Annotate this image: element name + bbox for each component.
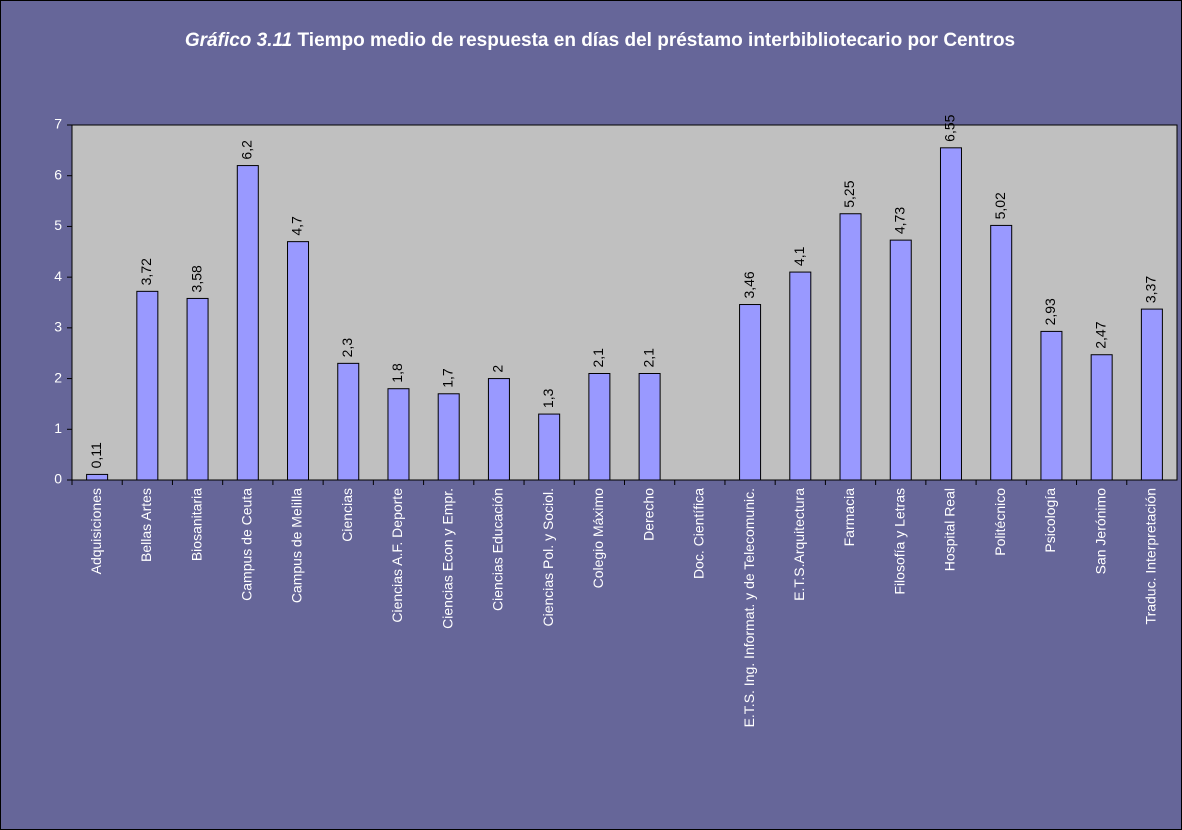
bar [889,239,912,481]
x-tick-label: Ciencias Econ y Empr. [439,488,455,629]
chart-title: Gráfico 3.11 Tiempo medio de respuesta e… [150,28,1050,54]
x-tick-label: Psicología [1042,488,1058,553]
value-label: 2,47 [1092,321,1108,348]
bar [1140,308,1163,481]
value-label: 3,37 [1143,276,1159,303]
x-tick-label: Biosanitaria [188,488,204,561]
value-label: 5,02 [992,192,1008,219]
bar [939,147,962,481]
value-label: 4,7 [289,216,305,236]
x-tick-label: Bellas Artes [138,488,154,562]
y-tick-label: 1 [54,420,62,436]
x-tick-label: Traduc. Interpretación [1143,488,1159,624]
bar [839,213,862,481]
x-tick-label: Ciencias Pol. y Sociol. [540,488,556,627]
value-label: 5,25 [841,180,857,207]
value-label: 1,8 [389,363,405,383]
bar [287,241,310,481]
x-tick-label: Ciencias A.F. Deporte [389,488,405,623]
x-tick-label: Ciencias Educación [490,488,506,611]
x-tick-label: Campus de Melilla [289,488,305,603]
value-label: 2 [490,365,506,373]
x-tick-label: Adquisiciones [88,488,104,574]
x-tick-label: E.T.S.Arquitectura [791,488,807,601]
value-label: 1,3 [540,388,556,408]
x-tick-label: Politécnico [992,488,1008,556]
y-tick-label: 7 [54,116,62,132]
value-label: 2,1 [590,348,606,368]
x-tick-label: Hospital Real [942,488,958,571]
x-tick-label: Farmacia [841,488,857,547]
bar [588,373,611,481]
value-label: 2,93 [1042,298,1058,325]
bar [337,362,360,481]
value-label: 1,7 [439,368,455,388]
value-label: 6,2 [238,140,254,160]
value-label: 2,1 [640,348,656,368]
x-tick-label: Doc. Científica [691,488,707,579]
y-tick-label: 4 [54,268,62,284]
x-tick-label: San Jerónimo [1092,488,1108,575]
bar [136,290,159,481]
bar [638,373,661,481]
title-number: Gráfico 3.11 [184,30,293,51]
bar [1090,354,1113,481]
y-tick-label: 0 [54,471,62,487]
bar [186,297,209,481]
y-tick-label: 3 [54,319,62,335]
value-label: 3,58 [188,265,204,292]
y-tick-label: 5 [54,217,62,233]
value-label: 4,1 [791,246,807,266]
x-tick-label: Filosofía y Letras [891,488,907,595]
y-tick-label: 2 [54,369,62,385]
bar [236,165,259,481]
x-tick-label: E.T.S. Ing. Informat. y de Telecomunic. [741,488,757,727]
bar [437,393,460,481]
y-tick-label: 6 [54,166,62,182]
bar [990,224,1013,481]
value-label: 3,72 [138,258,154,285]
bar [789,271,812,481]
value-label: 4,73 [891,207,907,234]
bar [739,304,762,481]
bar [387,388,410,481]
bar [86,473,109,481]
x-tick-label: Campus de Ceuta [238,488,254,601]
title-text: Tiempo medio de respuesta en días del pr… [297,30,1016,51]
x-tick-label: Derecho [640,488,656,541]
bar [1040,330,1063,481]
bar [538,413,561,481]
value-label: 6,55 [942,114,958,141]
value-label: 0,11 [88,442,104,468]
value-label: 3,46 [741,271,757,298]
bar [487,378,510,481]
value-label: 2,3 [339,338,355,358]
x-tick-label: Colegio Máximo [590,488,606,589]
x-tick-label: Ciencias [339,488,355,542]
